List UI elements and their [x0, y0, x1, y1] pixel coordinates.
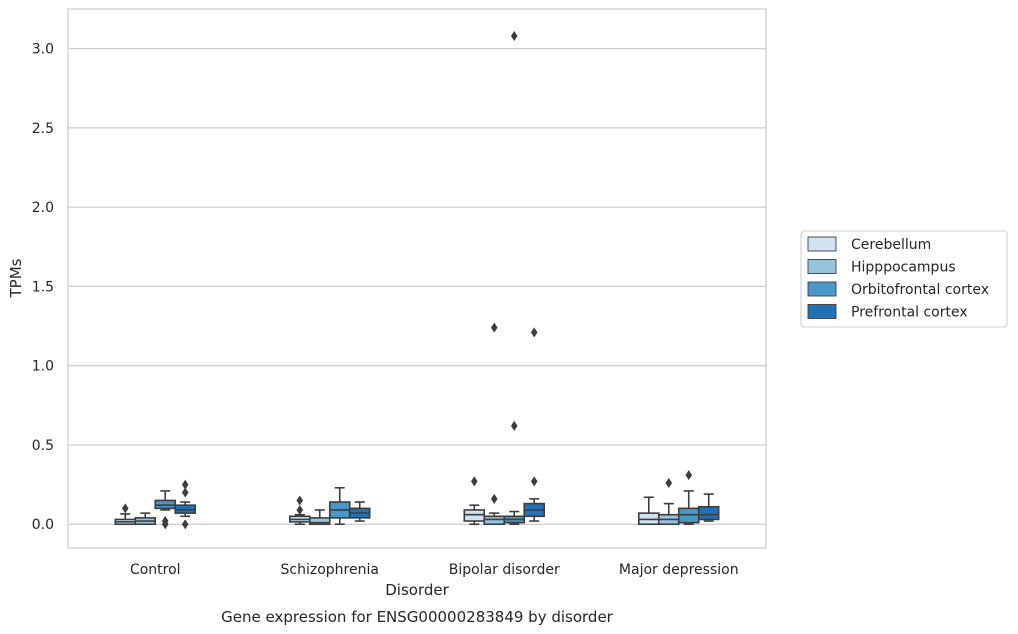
chart-caption: Gene expression for ENSG00000283849 by d… — [221, 608, 614, 626]
plot-background — [68, 9, 766, 548]
outlier-point — [510, 420, 518, 431]
y-tick-label: 1.0 — [32, 359, 54, 375]
legend-swatch — [807, 259, 837, 274]
legend-swatch — [807, 236, 837, 252]
outlier-point — [510, 30, 518, 41]
outlier-point — [530, 476, 538, 487]
legend-swatch — [807, 304, 837, 319]
x-axis-label: Disorder — [385, 581, 449, 599]
y-tick-label: 3.0 — [32, 42, 54, 58]
x-tick-label: Bipolar disorder — [449, 562, 560, 578]
y-tick-label: 0.0 — [32, 517, 54, 533]
outlier-point — [161, 516, 169, 527]
y-tick-label: 1.5 — [32, 279, 54, 295]
y-axis-ticks: 0.0 0.5 1.0 1.5 2.0 2.5 3.0 — [32, 42, 54, 534]
x-tick-label: Major depression — [619, 562, 739, 578]
y-tick-label: 2.5 — [32, 121, 54, 137]
outlier-point — [530, 327, 538, 338]
box-iqr — [308, 517, 331, 526]
legend-swatch — [807, 281, 837, 297]
legend-label: Orbitofrontal cortex — [851, 282, 989, 298]
outlier-point — [490, 493, 498, 504]
plot-frame — [67, 8, 767, 549]
legend-label: Hipppocampus — [851, 260, 956, 276]
box-2-3 — [523, 327, 546, 522]
y-gridlines — [68, 48, 766, 525]
box-1-1 — [308, 509, 331, 526]
x-axis-ticks: Control Schizophrenia Bipolar disorder Majo… — [130, 562, 739, 578]
outlier-point — [685, 470, 693, 481]
outlier-point — [490, 322, 498, 333]
box-0-3 — [174, 479, 197, 530]
legend: Cerebellum Hipppocampus Orbitofrontal cort… — [800, 230, 1008, 328]
outlier-point — [181, 479, 189, 490]
box-3-3 — [697, 493, 720, 522]
box-2-2 — [503, 30, 526, 526]
legend-label: Prefrontal cortex — [851, 305, 968, 321]
legend-frame — [800, 230, 1008, 328]
x-tick-label: Control — [130, 562, 181, 578]
legend-label: Cerebellum — [851, 237, 931, 253]
outlier-point — [181, 487, 189, 498]
y-tick-label: 2.0 — [32, 200, 54, 216]
outlier-point — [665, 478, 673, 489]
y-tick-label: 0.5 — [32, 438, 54, 454]
outlier-point — [296, 504, 304, 515]
box-0-1 — [134, 512, 157, 526]
outlier-point — [296, 495, 304, 506]
box-1-3 — [348, 501, 371, 522]
box-iqr — [697, 505, 720, 521]
y-axis-label: TPMs — [7, 258, 25, 298]
x-tick-label: Schizophrenia — [281, 562, 379, 578]
box-0-0 — [114, 503, 137, 526]
outlier-point — [181, 519, 189, 530]
outlier-point — [121, 503, 129, 514]
outlier-point — [470, 476, 478, 487]
box-plot-series — [114, 30, 720, 530]
